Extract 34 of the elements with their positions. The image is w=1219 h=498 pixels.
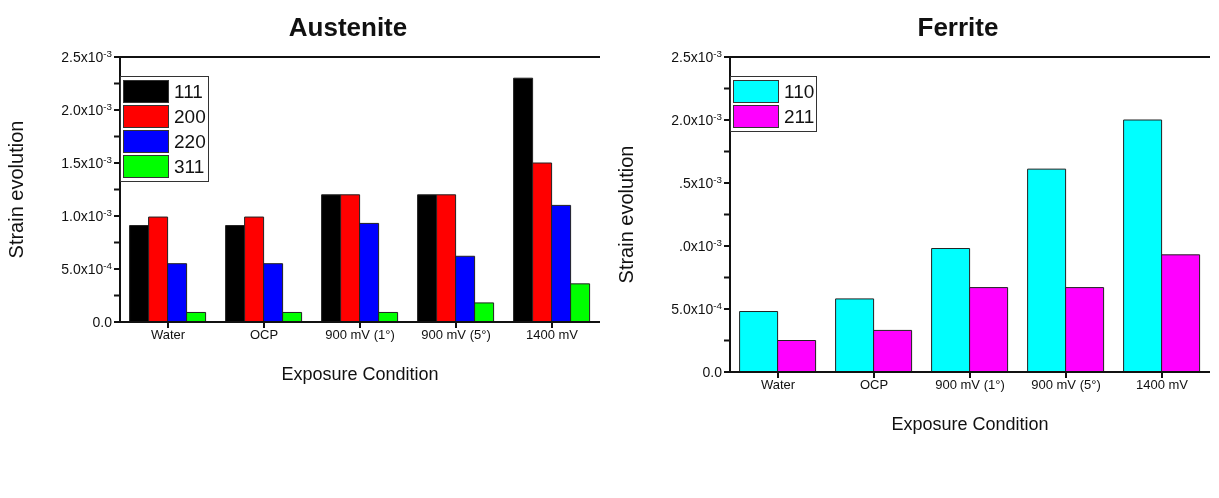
y-tick-label: 2.0x10$^{-3}$ xyxy=(671,110,723,128)
y-tick-label: 5.0x10$^{-4}$ xyxy=(61,259,113,277)
x-axis-title: Exposure Condition xyxy=(281,364,439,384)
legend-label: 311 xyxy=(174,155,205,178)
legend-label: 220 xyxy=(174,130,206,153)
y-tick-label: 1.0x10$^{-3}$ xyxy=(61,206,113,224)
legend-label: 211 xyxy=(784,105,815,128)
x-tick-label: 900 mV (5°) xyxy=(1031,377,1101,393)
y-tick-label: 5.0x10$^{-4}$ xyxy=(671,299,723,317)
chart-title: Austenite xyxy=(287,12,409,43)
legend-label: 200 xyxy=(174,105,206,128)
x-tick-label: 1400 mV xyxy=(525,327,579,343)
x-tick-label: OCP xyxy=(249,327,279,343)
y-tick-label: 2.0x10$^{-3}$ xyxy=(61,100,113,118)
x-tick-label: 900 mV (1°) xyxy=(935,377,1005,393)
chart-title: Ferrite xyxy=(916,12,1000,43)
y-tick-label: .5x10$^{-3}$ xyxy=(679,173,723,191)
legend-label: 111 xyxy=(174,80,203,103)
x-tick-label: 900 mV (1°) xyxy=(325,327,395,343)
x-tick-label: Water xyxy=(150,327,186,343)
y-tick-label: 2.5x10$^{-3}$ xyxy=(61,47,113,65)
x-tick-label: OCP xyxy=(859,377,889,393)
x-tick-label: Water xyxy=(760,377,796,393)
x-tick-label: 1400 mV xyxy=(1135,377,1189,393)
y-tick-label: 2.5x10$^{-3}$ xyxy=(671,47,723,65)
x-tick-label: 900 mV (5°) xyxy=(421,327,491,343)
y-tick-label: 1.5x10$^{-3}$ xyxy=(61,153,113,171)
y-tick-label: 0.0 xyxy=(92,314,113,330)
y-tick-label: .0x10$^{-3}$ xyxy=(679,236,723,254)
y-tick-label: 0.0 xyxy=(702,364,723,380)
x-axis-title: Exposure Condition xyxy=(891,414,1049,434)
y-axis-title: Strain evolution xyxy=(615,145,638,284)
legend-label: 110 xyxy=(784,80,815,103)
y-axis-title: Strain evolution xyxy=(5,120,28,259)
